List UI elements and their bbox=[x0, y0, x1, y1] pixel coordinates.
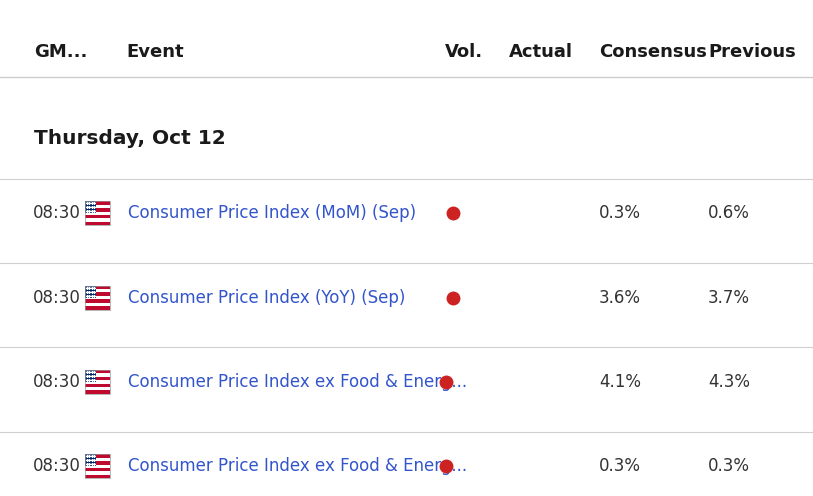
Text: 08:30: 08:30 bbox=[33, 373, 80, 391]
Bar bbox=[85, 454, 110, 458]
Text: 08:30: 08:30 bbox=[33, 289, 80, 307]
Bar bbox=[85, 201, 110, 205]
Text: 08:30: 08:30 bbox=[33, 457, 80, 475]
Text: 4.3%: 4.3% bbox=[708, 373, 750, 391]
Bar bbox=[85, 387, 110, 390]
Bar bbox=[85, 286, 110, 289]
Bar bbox=[85, 215, 110, 218]
Bar bbox=[85, 303, 110, 306]
Bar bbox=[85, 370, 110, 373]
Text: 08:30: 08:30 bbox=[33, 204, 80, 222]
Bar bbox=[85, 461, 110, 465]
Bar bbox=[85, 377, 110, 380]
Bar bbox=[85, 380, 110, 383]
Bar bbox=[85, 293, 110, 296]
Text: Vol.: Vol. bbox=[445, 43, 483, 61]
Bar bbox=[85, 289, 110, 293]
Text: Consumer Price Index (MoM) (Sep): Consumer Price Index (MoM) (Sep) bbox=[128, 204, 415, 222]
Text: 0.3%: 0.3% bbox=[599, 204, 641, 222]
Bar bbox=[85, 454, 96, 466]
Bar bbox=[85, 286, 96, 298]
Bar bbox=[85, 296, 110, 299]
Text: 4.1%: 4.1% bbox=[599, 373, 641, 391]
Text: Actual: Actual bbox=[509, 43, 573, 61]
Text: Consumer Price Index ex Food & Energ...: Consumer Price Index ex Food & Energ... bbox=[128, 457, 467, 475]
Bar bbox=[85, 201, 96, 213]
Text: 3.7%: 3.7% bbox=[708, 289, 750, 307]
Text: 0.3%: 0.3% bbox=[599, 457, 641, 475]
Bar bbox=[85, 222, 110, 225]
Bar bbox=[85, 465, 110, 468]
Bar bbox=[85, 475, 110, 478]
Bar bbox=[85, 299, 110, 303]
Text: Consumer Price Index ex Food & Energ...: Consumer Price Index ex Food & Energ... bbox=[128, 373, 467, 391]
Bar bbox=[85, 218, 110, 222]
Text: Consensus: Consensus bbox=[599, 43, 707, 61]
Text: 0.3%: 0.3% bbox=[708, 457, 750, 475]
Bar bbox=[85, 370, 110, 394]
Bar bbox=[85, 454, 110, 478]
Bar bbox=[85, 212, 110, 215]
Text: 0.6%: 0.6% bbox=[708, 204, 750, 222]
Bar bbox=[85, 458, 110, 461]
Text: Thursday, Oct 12: Thursday, Oct 12 bbox=[34, 129, 226, 148]
Bar bbox=[85, 205, 110, 208]
Bar bbox=[85, 468, 110, 471]
Text: Event: Event bbox=[126, 43, 184, 61]
Bar bbox=[85, 373, 110, 377]
Text: Consumer Price Index (YoY) (Sep): Consumer Price Index (YoY) (Sep) bbox=[128, 289, 405, 307]
Text: 3.6%: 3.6% bbox=[599, 289, 641, 307]
Bar bbox=[85, 370, 96, 382]
Bar bbox=[85, 286, 110, 310]
Text: GM...: GM... bbox=[34, 43, 88, 61]
Bar bbox=[85, 471, 110, 475]
Bar bbox=[85, 201, 110, 225]
Bar bbox=[85, 390, 110, 394]
Bar bbox=[85, 208, 110, 212]
Text: Previous: Previous bbox=[708, 43, 796, 61]
Bar bbox=[85, 306, 110, 310]
Bar bbox=[85, 383, 110, 387]
